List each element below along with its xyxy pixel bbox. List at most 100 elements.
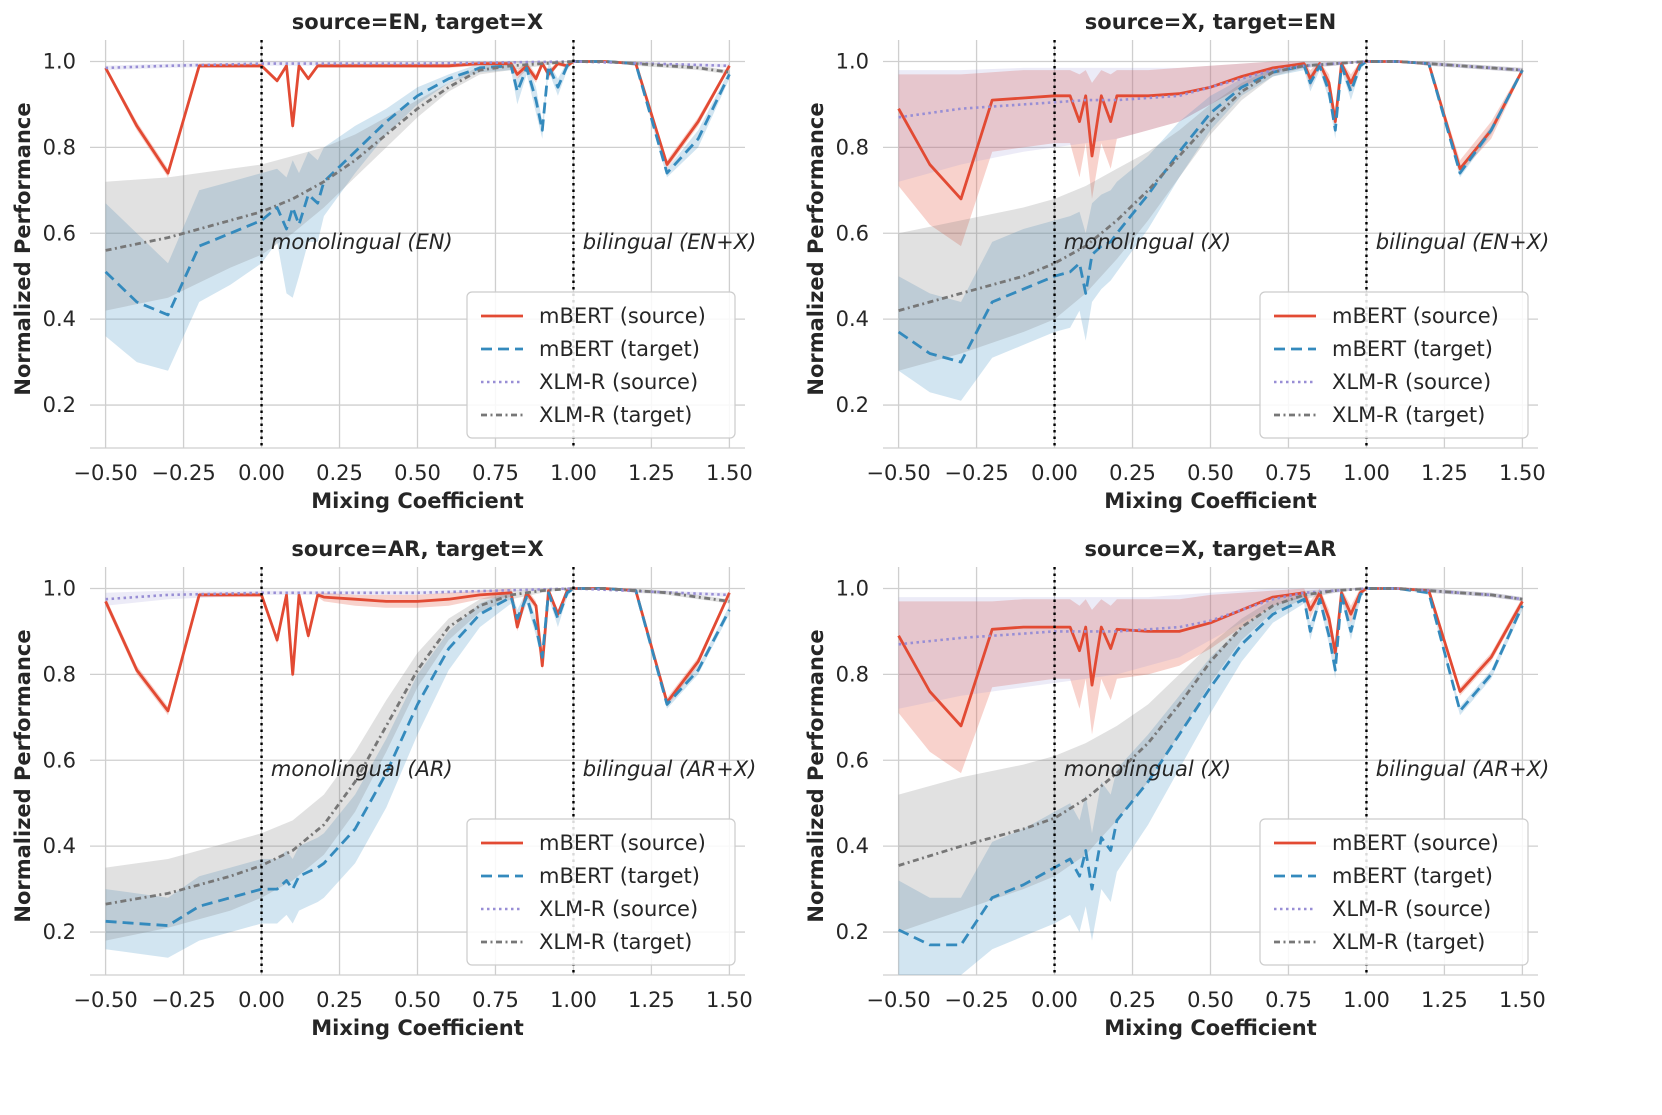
- x-tick-label: 0.25: [1109, 988, 1156, 1012]
- chart-title: source=EN, target=X: [292, 10, 543, 34]
- legend-frame: [466, 291, 736, 439]
- x-tick-label: 0.00: [1031, 461, 1078, 485]
- y-tick-label: 0.2: [836, 920, 869, 944]
- legend-label: XLM-R (source): [1332, 897, 1491, 921]
- series-line: [105, 587, 731, 927]
- y-tick-label: 0.6: [836, 221, 869, 245]
- confidence-band: [898, 588, 1523, 774]
- y-tick-label: 1.0: [43, 49, 76, 73]
- x-tick-label: 1.00: [1343, 988, 1390, 1012]
- legend-label: XLM-R (target): [1332, 930, 1485, 954]
- y-tick-label: 0.4: [836, 834, 869, 858]
- y-axis-label: Normalized Performance: [804, 102, 828, 395]
- legend: mBERT (source) mBERT (target) XLM-R (sourc…: [466, 291, 736, 439]
- y-tick-label: 0.6: [43, 748, 76, 772]
- x-tick-label: −0.25: [151, 988, 215, 1012]
- legend-label: mBERT (target): [539, 864, 700, 888]
- x-tick-label: −0.50: [73, 988, 137, 1012]
- x-tick-label: 1.00: [550, 988, 597, 1012]
- legend-label: XLM-R (target): [539, 403, 692, 427]
- y-tick-label: 0.6: [43, 221, 76, 245]
- x-tick-label: 1.50: [1499, 988, 1546, 1012]
- x-tick-label: −0.50: [73, 461, 137, 485]
- legend-label: mBERT (source): [539, 304, 706, 328]
- y-axis-label: Normalized Performance: [804, 629, 828, 922]
- chart-title: source=X, target=EN: [1085, 10, 1336, 34]
- confidence-band: [898, 61, 1523, 401]
- x-tick-label: 0.75: [472, 461, 519, 485]
- confidence-band: [898, 588, 1523, 933]
- x-tick-label: 1.50: [1499, 461, 1546, 485]
- legend-label: mBERT (target): [1332, 864, 1493, 888]
- confidence-band: [898, 588, 1523, 975]
- y-tick-label: 0.2: [43, 920, 76, 944]
- region-annotation: bilingual (AR+X): [1376, 757, 1550, 781]
- confidence-band: [898, 61, 1523, 247]
- chart-title: source=X, target=AR: [1085, 537, 1337, 561]
- y-axis-label: Normalized Performance: [11, 102, 35, 395]
- x-tick-label: 1.00: [1343, 461, 1390, 485]
- series-line: [105, 60, 730, 252]
- y-tick-label: 1.0: [836, 49, 869, 73]
- y-tick-label: 0.4: [836, 307, 869, 331]
- y-tick-label: 0.6: [836, 748, 869, 772]
- x-tick-label: −0.25: [151, 461, 215, 485]
- x-tick-label: 0.75: [1265, 461, 1312, 485]
- legend-label: mBERT (target): [1332, 337, 1493, 361]
- region-annotation: monolingual (X): [1064, 230, 1231, 254]
- series-line: [104, 60, 731, 317]
- x-tick-label: 1.50: [706, 988, 753, 1012]
- y-tick-label: 1.0: [836, 576, 869, 600]
- x-tick-label: 0.50: [1187, 461, 1234, 485]
- y-tick-label: 0.8: [43, 135, 76, 159]
- legend-label: XLM-R (source): [539, 370, 698, 394]
- y-tick-label: 0.8: [836, 662, 869, 686]
- region-annotation: monolingual (X): [1064, 757, 1231, 781]
- x-tick-label: −0.50: [866, 988, 930, 1012]
- region-annotation: bilingual (EN+X): [1376, 230, 1550, 254]
- y-tick-label: 0.4: [43, 307, 76, 331]
- series-line: [897, 60, 1524, 364]
- x-axis-label: Mixing Coefficient: [311, 1016, 524, 1040]
- x-tick-label: −0.50: [866, 461, 930, 485]
- panel-source-ar-target-x: monolingual (AR) bilingual (AR+X) −0.50 −0.…: [11, 537, 756, 1040]
- x-tick-label: 1.25: [628, 988, 675, 1012]
- legend-label: mBERT (source): [1332, 831, 1499, 855]
- x-tick-label: 1.25: [1421, 461, 1468, 485]
- x-tick-label: 0.50: [394, 461, 441, 485]
- y-tick-label: 0.8: [836, 135, 869, 159]
- x-tick-label: −0.25: [944, 988, 1008, 1012]
- x-tick-label: 0.50: [394, 988, 441, 1012]
- x-tick-label: −0.25: [944, 461, 1008, 485]
- legend: mBERT (source) mBERT (target) XLM-R (sourc…: [1259, 818, 1529, 966]
- chart-title: source=AR, target=X: [291, 537, 543, 561]
- x-axis-label: Mixing Coefficient: [1104, 1016, 1317, 1040]
- legend-frame: [466, 818, 736, 966]
- y-tick-label: 0.4: [43, 834, 76, 858]
- series-line: [898, 587, 1523, 646]
- region-annotation: monolingual (AR): [271, 757, 453, 781]
- series-line: [897, 587, 1524, 947]
- x-tick-label: 0.25: [316, 461, 363, 485]
- x-tick-label: 0.75: [472, 988, 519, 1012]
- x-axis-label: Mixing Coefficient: [1104, 489, 1317, 513]
- legend-label: mBERT (source): [539, 831, 706, 855]
- y-axis-label: Normalized Performance: [11, 629, 35, 922]
- x-tick-label: 0.00: [238, 988, 285, 1012]
- confidence-band: [898, 61, 1523, 371]
- series-line: [105, 587, 730, 601]
- y-tick-label: 0.2: [836, 393, 869, 417]
- x-tick-label: 1.50: [706, 461, 753, 485]
- legend-label: XLM-R (source): [1332, 370, 1491, 394]
- legend-label: XLM-R (target): [1332, 403, 1485, 427]
- legend-label: mBERT (target): [539, 337, 700, 361]
- confidence-band: [898, 61, 1523, 182]
- x-tick-label: 0.75: [1265, 988, 1312, 1012]
- y-tick-label: 0.2: [43, 393, 76, 417]
- region-annotation: bilingual (AR+X): [583, 757, 757, 781]
- region-annotation: monolingual (EN): [271, 230, 453, 254]
- x-tick-label: 1.00: [550, 461, 597, 485]
- legend: mBERT (source) mBERT (target) XLM-R (sourc…: [1259, 291, 1529, 439]
- series-line: [105, 587, 730, 906]
